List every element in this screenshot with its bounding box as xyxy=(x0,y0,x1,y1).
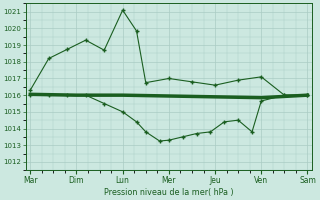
X-axis label: Pression niveau de la mer( hPa ): Pression niveau de la mer( hPa ) xyxy=(104,188,234,197)
